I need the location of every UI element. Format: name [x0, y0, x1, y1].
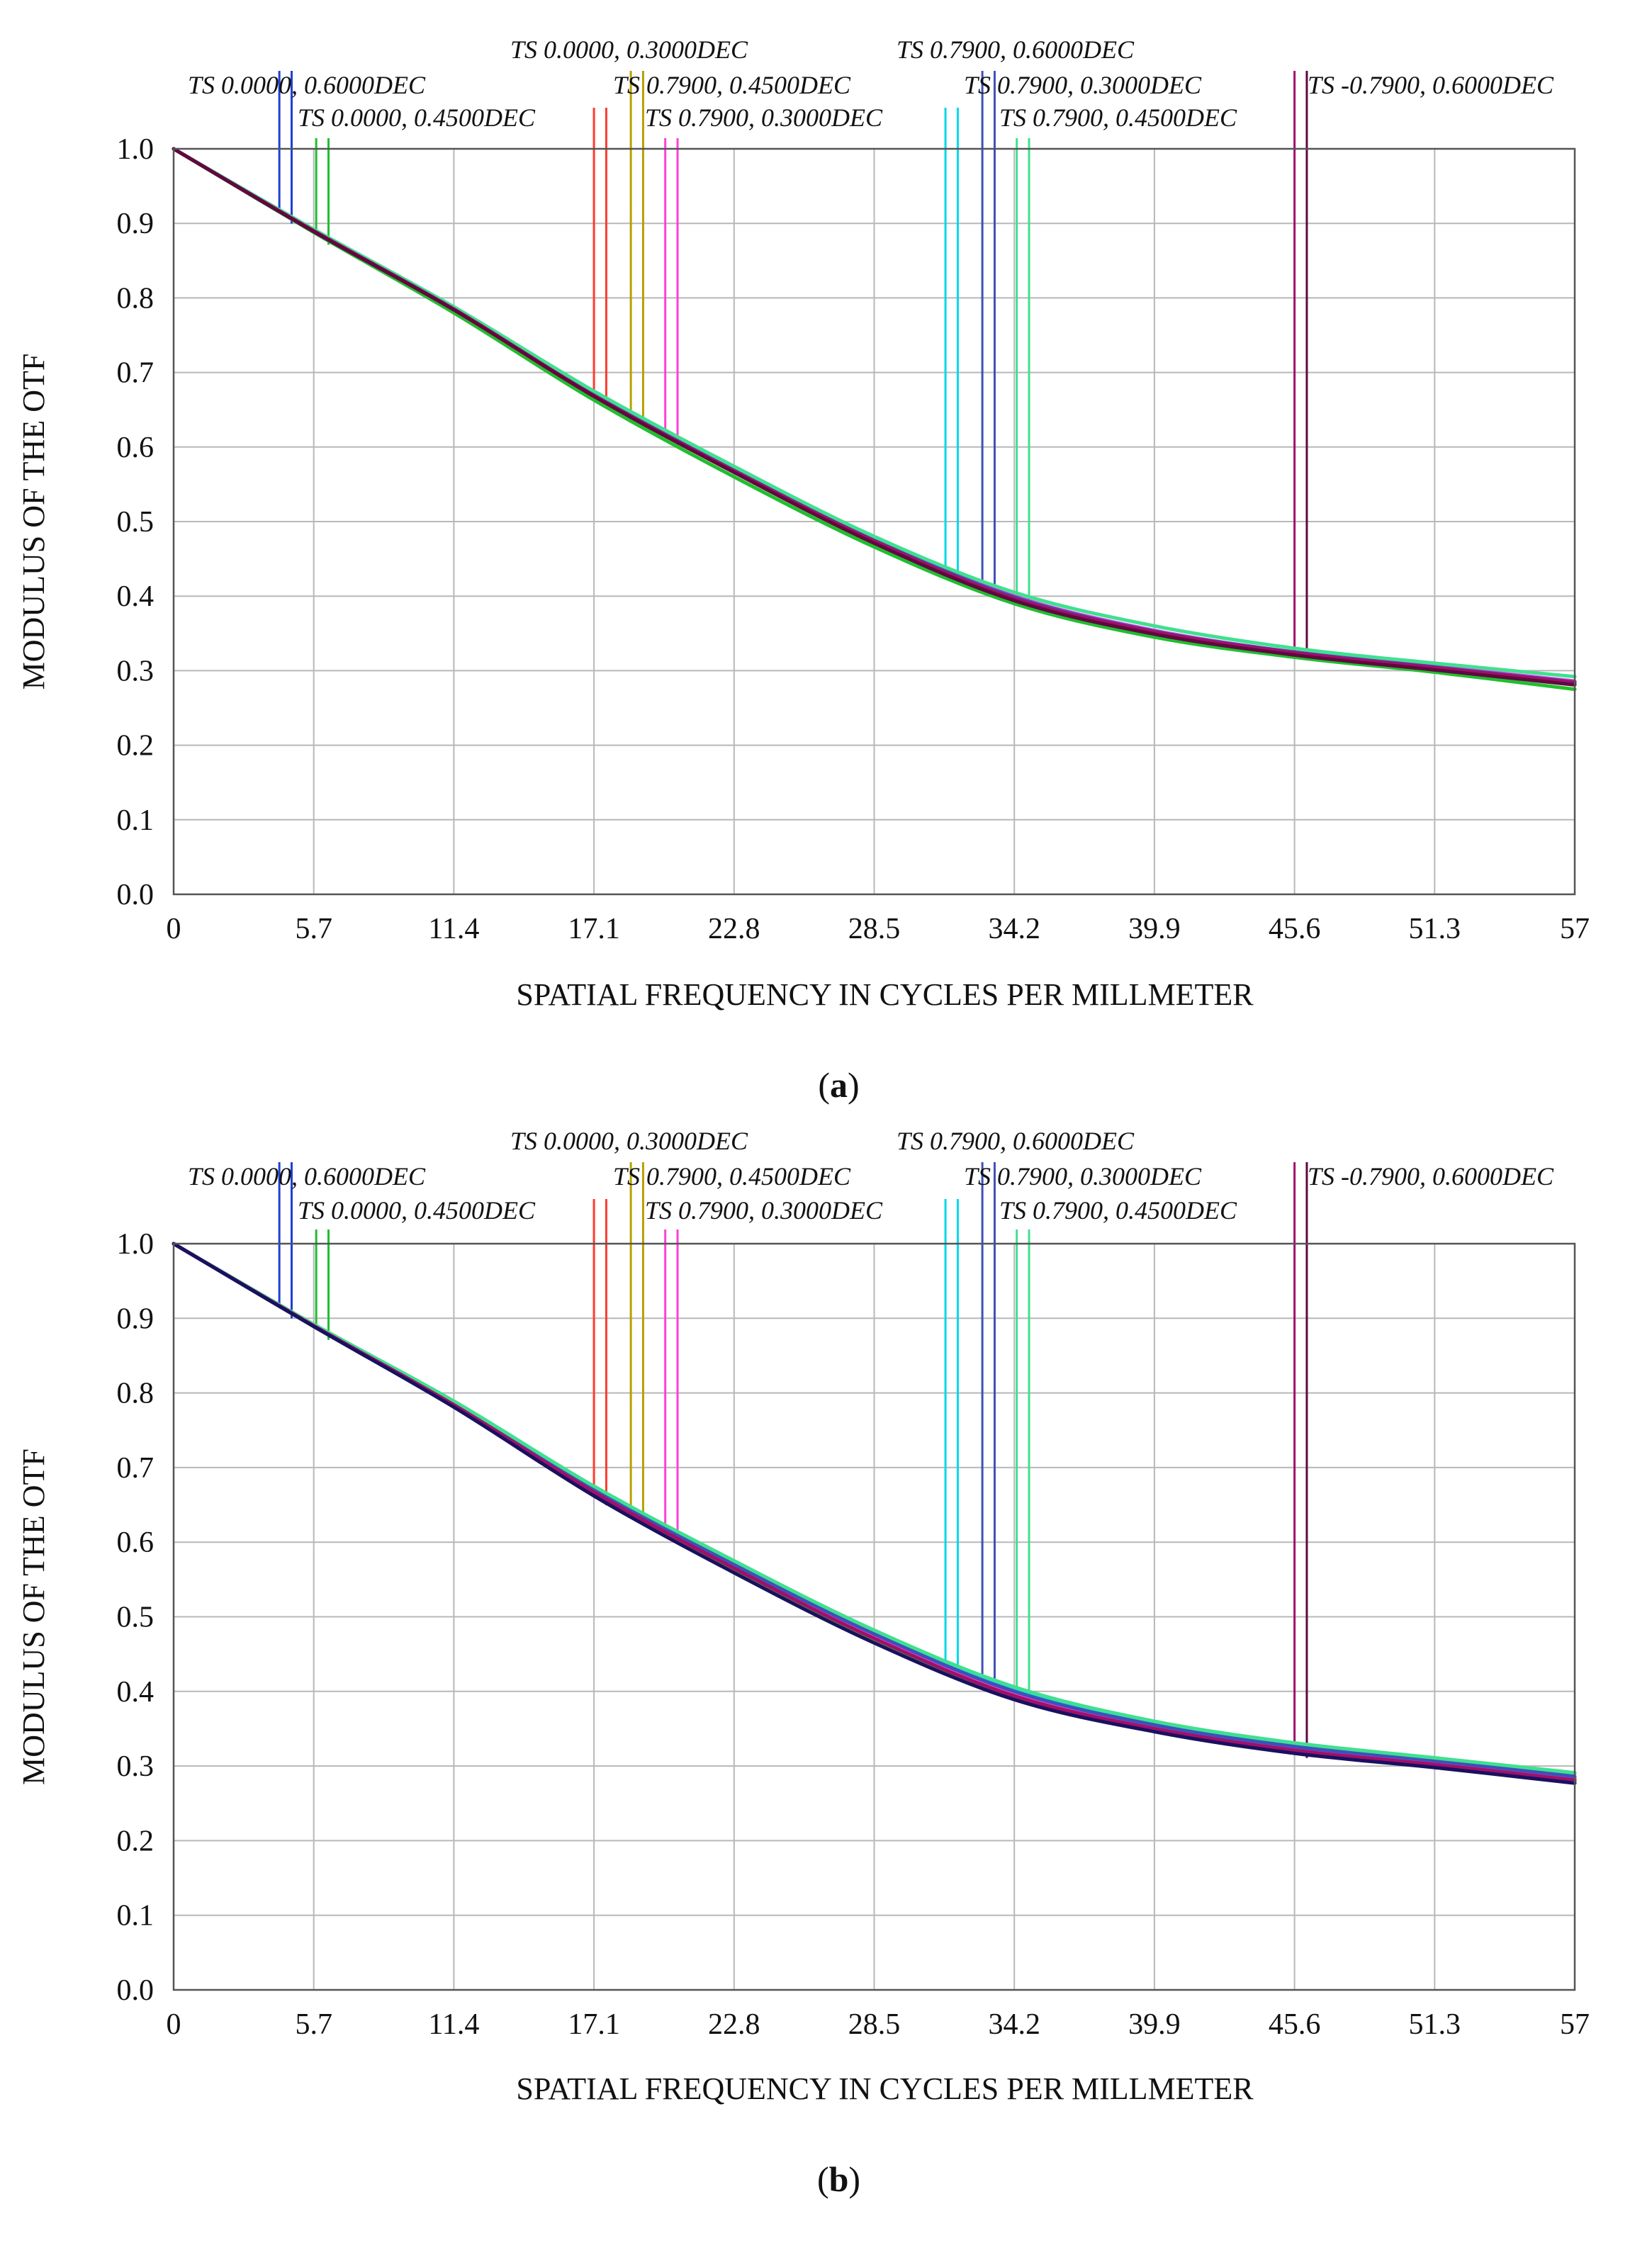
legend-label: TS 0.7900, 0.6000DEC: [897, 1127, 1135, 1155]
x-tick-label: 51.3: [1409, 2008, 1461, 2041]
panel-caption: (b): [817, 2159, 860, 2199]
x-tick-label: 5.7: [295, 2008, 332, 2041]
legend-label: TS 0.7900, 0.6000DEC: [897, 35, 1135, 64]
legend-label: TS 0.0000, 0.4500DEC: [298, 1196, 536, 1225]
legend-label: TS -0.7900, 0.6000DEC: [1308, 71, 1554, 99]
legend-label: TS 0.7900, 0.3000DEC: [645, 1196, 883, 1225]
y-tick-label: 0.9: [117, 1302, 154, 1335]
x-tick-label: 11.4: [428, 913, 479, 945]
legend-label: TS 0.0000, 0.6000DEC: [188, 71, 426, 99]
x-tick-label: 17.1: [568, 913, 620, 945]
x-tick-label: 39.9: [1128, 2008, 1181, 2041]
legend-label: TS 0.0000, 0.6000DEC: [188, 1162, 426, 1191]
x-tick-label: 22.8: [708, 913, 760, 945]
x-tick-label: 34.2: [988, 2008, 1040, 2041]
legend-label: TS -0.7900, 0.6000DEC: [1308, 1162, 1554, 1191]
legend-label: TS 0.7900, 0.4500DEC: [613, 1162, 851, 1191]
x-tick-label: 0: [167, 913, 181, 945]
y-tick-label: 0.3: [117, 655, 154, 687]
y-tick-label: 0.4: [117, 1676, 154, 1709]
x-tick-label: 51.3: [1409, 913, 1461, 945]
x-tick-label: 0: [167, 2008, 181, 2041]
panel-caption: (a): [818, 1065, 859, 1105]
y-tick-label: 0.3: [117, 1750, 154, 1783]
y-tick-label: 0.4: [117, 580, 154, 613]
y-tick-label: 0.2: [117, 730, 154, 763]
y-axis-title: MODULUS OF THE OTF: [16, 1448, 51, 1785]
x-tick-label: 28.5: [848, 913, 901, 945]
y-tick-label: 0.7: [117, 1452, 154, 1485]
x-tick-label: 17.1: [568, 2008, 620, 2041]
chart-panel-a: 0 5.7 11.4 17.1 22.8 28.5 34.2 39.9 45.6 51.3 57 0.…: [16, 35, 1590, 1105]
legend-label: TS 0.0000, 0.4500DEC: [298, 103, 536, 132]
x-axis-title: SPATIAL FREQUENCY IN CYCLES PER MILLMETE…: [516, 977, 1254, 1012]
y-tick-label: 0.8: [117, 1378, 154, 1410]
y-tick-label: 0.2: [117, 1825, 154, 1857]
y-tick-label: 0.8: [117, 282, 154, 315]
y-tick-label: 0.6: [117, 432, 154, 464]
x-axis-title: SPATIAL FREQUENCY IN CYCLES PER MILLMETE…: [516, 2071, 1254, 2106]
x-tick-label: 5.7: [295, 913, 332, 945]
legend-label: TS 0.7900, 0.4500DEC: [999, 1196, 1237, 1225]
y-tick-label: 1.0: [117, 133, 154, 166]
x-tick-label: 57: [1560, 913, 1590, 945]
legend-label: TS 0.7900, 0.3000DEC: [645, 103, 883, 132]
legend-label: TS 0.0000, 0.3000DEC: [510, 35, 748, 64]
y-tick-label: 0.5: [117, 506, 154, 539]
y-tick-label: 0.1: [117, 1900, 154, 1932]
plot-frame: [172, 1242, 1576, 1991]
y-tick-label: 0.0: [117, 879, 154, 911]
x-tick-label: 11.4: [428, 2008, 479, 2041]
series-line: [172, 1242, 1577, 1775]
series-line: [172, 147, 1577, 687]
y-tick-label: 0.9: [117, 208, 154, 240]
x-tick-label: 45.6: [1269, 2008, 1321, 2041]
y-tick-label: 0.6: [117, 1526, 154, 1559]
series-line: [172, 1242, 1577, 1785]
legend-label: TS 0.7900, 0.3000DEC: [964, 1162, 1202, 1191]
x-tick-label: 34.2: [988, 913, 1040, 945]
x-tick-label: 39.9: [1128, 913, 1181, 945]
y-tick-label: 0.1: [117, 804, 154, 837]
series-line: [172, 147, 1577, 692]
y-axis-title: MODULUS OF THE OTF: [16, 354, 51, 690]
x-tick-label: 28.5: [848, 2008, 901, 2041]
legend-label: TS 0.7900, 0.4500DEC: [999, 103, 1237, 132]
y-tick-label: 1.0: [117, 1228, 154, 1261]
chart-panel-b: 0 5.7 11.4 17.1 22.8 28.5 34.2 39.9 45.6 51.3 57 0.…: [16, 1127, 1590, 2199]
legend-label: TS 0.7900, 0.3000DEC: [964, 71, 1202, 99]
legend-label: TS 0.0000, 0.3000DEC: [510, 1127, 748, 1155]
legend-label: TS 0.7900, 0.4500DEC: [613, 71, 851, 99]
x-tick-label: 45.6: [1269, 913, 1321, 945]
y-tick-label: 0.5: [117, 1602, 154, 1634]
y-tick-label: 0.7: [117, 357, 154, 390]
y-tick-label: 0.0: [117, 1974, 154, 2007]
x-tick-label: 22.8: [708, 2008, 760, 2041]
x-tick-label: 57: [1560, 2008, 1590, 2041]
plot-frame: [172, 147, 1576, 896]
